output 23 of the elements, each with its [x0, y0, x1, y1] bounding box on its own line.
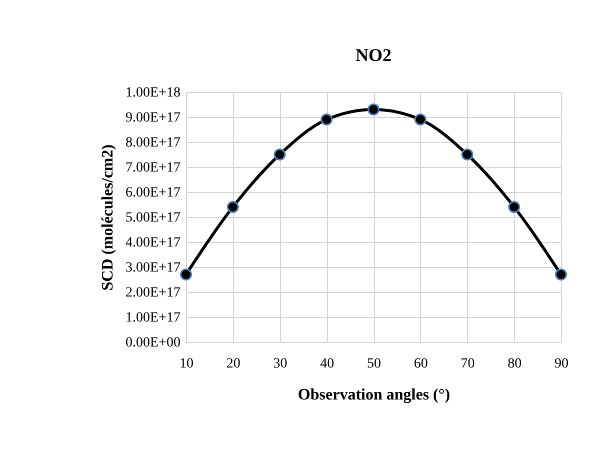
x-tick-label: 90	[554, 356, 568, 372]
y-tick-label: 9.00E+17	[126, 110, 180, 126]
y-tick-label: 6.00E+17	[126, 186, 180, 200]
y-tick-label: 7.00E+17	[126, 160, 180, 176]
chart-title: NO2	[356, 45, 392, 65]
x-tick-label: 10	[180, 356, 194, 372]
x-tick-label: 40	[320, 356, 334, 372]
x-tick-label: 70	[460, 356, 475, 372]
y-axis-title: SCD (molécules/cm2)	[100, 144, 117, 291]
y-tick-label: 1.00E+17	[126, 310, 180, 326]
x-axis-title: Observation angles (°)	[298, 386, 450, 404]
x-tick-label: 30	[273, 356, 288, 372]
y-tick-label: 4.00E+17	[126, 236, 180, 250]
y-tick-label: 3.00E+17	[126, 260, 180, 276]
y-tick-label: 0.00E+00	[126, 336, 180, 350]
y-tick-label: 2.00E+17	[126, 286, 180, 300]
x-tick-label: 60	[414, 356, 428, 372]
x-tick-label: 80	[508, 356, 522, 372]
y-tick-label: 1.00E+18	[126, 86, 180, 100]
x-tick-label: 20	[226, 356, 240, 372]
y-tick-label: 8.00E+17	[126, 136, 180, 150]
x-tick-label: 50	[367, 356, 381, 372]
y-tick-label: 5.00E+17	[126, 210, 180, 226]
